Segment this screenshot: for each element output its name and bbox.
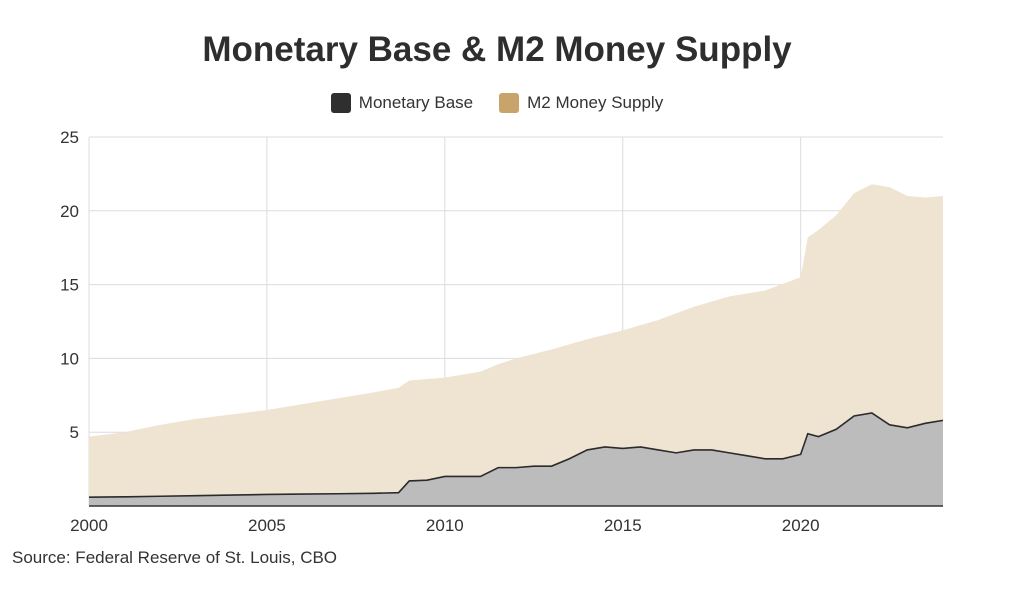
x-tick-label: 2005 <box>248 516 286 535</box>
legend-item-m2[interactable]: M2 Money Supply <box>499 93 663 113</box>
series-area-m2 <box>89 184 943 506</box>
series-area-monetary-base <box>89 413 943 506</box>
x-tick-label: 2010 <box>426 516 464 535</box>
chart-title: Monetary Base & M2 Money Supply <box>202 30 792 69</box>
series-line-monetary-base <box>88 412 944 498</box>
y-tick-label: 10 <box>60 349 79 368</box>
x-tick-label: 2020 <box>782 516 820 535</box>
y-tick-label: 25 <box>60 128 79 147</box>
y-tick-label: 20 <box>60 202 79 221</box>
legend: Monetary Base M2 Money Supply <box>0 93 994 113</box>
legend-item-monetary-base[interactable]: Monetary Base <box>330 93 474 113</box>
legend-label-m2: M2 Money Supply <box>527 93 664 112</box>
y-tick-label: 5 <box>70 423 79 442</box>
x-tick-label: 2015 <box>604 516 642 535</box>
legend-swatch-monetary-base <box>330 93 351 113</box>
source-note: Source: Federal Reserve of St. Louis, CB… <box>12 548 338 567</box>
x-tick-label: 2000 <box>70 516 108 535</box>
legend-label-monetary-base: Monetary Base <box>358 93 474 112</box>
y-tick-label: 15 <box>60 276 79 295</box>
legend-swatch-m2 <box>499 93 520 113</box>
